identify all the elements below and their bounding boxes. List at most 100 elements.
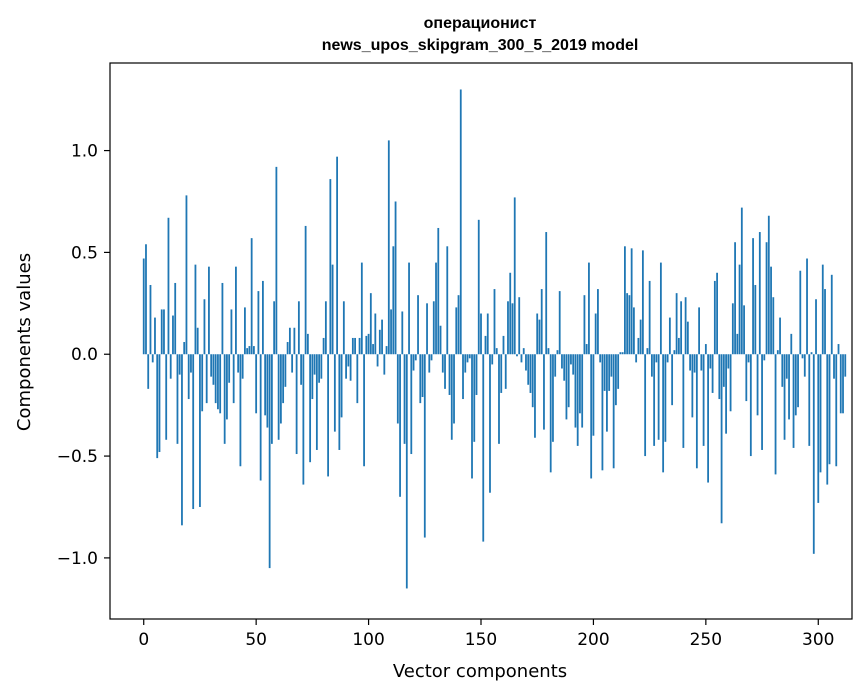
bar-component-120 — [412, 354, 415, 371]
x-tick-label: 0 — [138, 630, 149, 650]
bar-component-260 — [727, 354, 730, 369]
bar-component-9 — [163, 309, 165, 355]
bar-component-67 — [293, 327, 296, 355]
bar-component-88 — [340, 354, 343, 418]
bar-component-117 — [405, 354, 408, 589]
bar-component-21 — [190, 354, 192, 373]
bar-component-50 — [255, 354, 258, 414]
bar-component-256 — [718, 354, 721, 400]
bar-component-132 — [439, 325, 442, 355]
bar-component-282 — [776, 350, 779, 355]
bar-component-177 — [540, 289, 543, 355]
x-axis-ticks: 0 50 100 150 200 250 300 — [138, 619, 834, 650]
bar-component-43 — [239, 354, 242, 467]
bar-component-134 — [444, 354, 446, 389]
bar-component-71 — [302, 354, 305, 485]
bar-component-213 — [621, 352, 624, 355]
bar-component-276 — [763, 354, 766, 361]
bar-component-42 — [237, 354, 240, 373]
bar-component-183 — [554, 354, 557, 377]
bar-component-18 — [183, 342, 186, 355]
bar-component-36 — [223, 354, 226, 444]
bar-component-51 — [257, 291, 260, 355]
bar-component-89 — [342, 301, 345, 355]
bar-component-272 — [754, 284, 757, 355]
bar-component-248 — [700, 354, 703, 371]
bar-component-118 — [408, 262, 410, 355]
bar-component-70 — [300, 354, 303, 385]
bar-component-287 — [788, 354, 790, 420]
bar-component-210 — [615, 354, 617, 406]
bar-component-153 — [486, 313, 489, 355]
bar-component-124 — [421, 354, 424, 398]
bar-component-102 — [372, 344, 374, 355]
bar-component-265 — [738, 264, 741, 355]
bar-component-146 — [471, 354, 473, 479]
bar-component-113 — [396, 354, 399, 424]
bar-component-25 — [199, 354, 201, 507]
bar-component-1 — [145, 244, 147, 355]
bar-component-308 — [835, 354, 838, 467]
bar-component-125 — [423, 354, 426, 538]
y-tick-label: 0.5 — [71, 243, 98, 263]
bar-component-19 — [185, 195, 188, 355]
bar-component-81 — [324, 301, 327, 355]
bar-component-203 — [599, 354, 602, 363]
bar-component-220 — [637, 337, 640, 355]
bar-component-199 — [590, 354, 593, 479]
bar-component-193 — [576, 354, 579, 446]
bar-component-206 — [606, 354, 608, 432]
bar-component-104 — [376, 354, 379, 367]
bar-component-239 — [680, 301, 683, 355]
bar-component-84 — [331, 264, 334, 355]
bar-component-182 — [552, 354, 554, 442]
chart-title-line1: операционист — [424, 15, 537, 32]
bar-component-167 — [518, 297, 521, 355]
bar-component-34 — [219, 354, 222, 414]
bar-component-197 — [585, 344, 588, 355]
bar-component-225 — [648, 280, 651, 355]
bar-component-66 — [291, 354, 294, 373]
bar-component-302 — [821, 264, 824, 355]
bar-component-242 — [686, 321, 689, 355]
bar-component-218 — [633, 307, 635, 355]
bar-component-58 — [273, 301, 276, 355]
bar-component-94 — [354, 337, 356, 355]
bar-component-211 — [617, 354, 620, 389]
bar-component-179 — [545, 232, 548, 355]
bar-component-231 — [662, 354, 665, 473]
bar-component-255 — [716, 272, 718, 355]
bar-component-205 — [603, 354, 606, 391]
bar-component-180 — [547, 348, 550, 355]
bar-component-59 — [275, 166, 278, 355]
bar-component-279 — [770, 266, 772, 355]
bar-component-309 — [837, 344, 840, 355]
bar-component-78 — [318, 354, 321, 383]
bar-component-252 — [709, 354, 712, 369]
bar-component-165 — [513, 197, 516, 355]
bar-component-139 — [455, 307, 458, 355]
bar-component-285 — [783, 354, 786, 440]
bar-component-16 — [178, 354, 181, 375]
bar-component-121 — [414, 354, 417, 361]
bar-component-144 — [466, 354, 469, 363]
bar-component-214 — [624, 246, 626, 355]
bar-component-109 — [387, 140, 390, 355]
bar-component-251 — [707, 354, 709, 483]
bar-component-237 — [675, 293, 678, 355]
bar-component-44 — [241, 354, 244, 379]
bar-component-110 — [390, 309, 392, 355]
bar-component-93 — [351, 337, 354, 355]
bar-component-138 — [453, 354, 455, 424]
bar-component-40 — [232, 354, 235, 404]
bar-component-161 — [504, 354, 507, 389]
bar-component-105 — [378, 329, 381, 355]
bar-component-97 — [360, 262, 363, 355]
bar-component-128 — [430, 354, 433, 361]
bar-component-96 — [358, 337, 361, 355]
bar-component-273 — [756, 354, 759, 416]
bar-component-288 — [790, 333, 793, 355]
bar-component-190 — [570, 354, 572, 365]
bar-component-54 — [264, 354, 267, 416]
bar-component-135 — [446, 246, 449, 355]
